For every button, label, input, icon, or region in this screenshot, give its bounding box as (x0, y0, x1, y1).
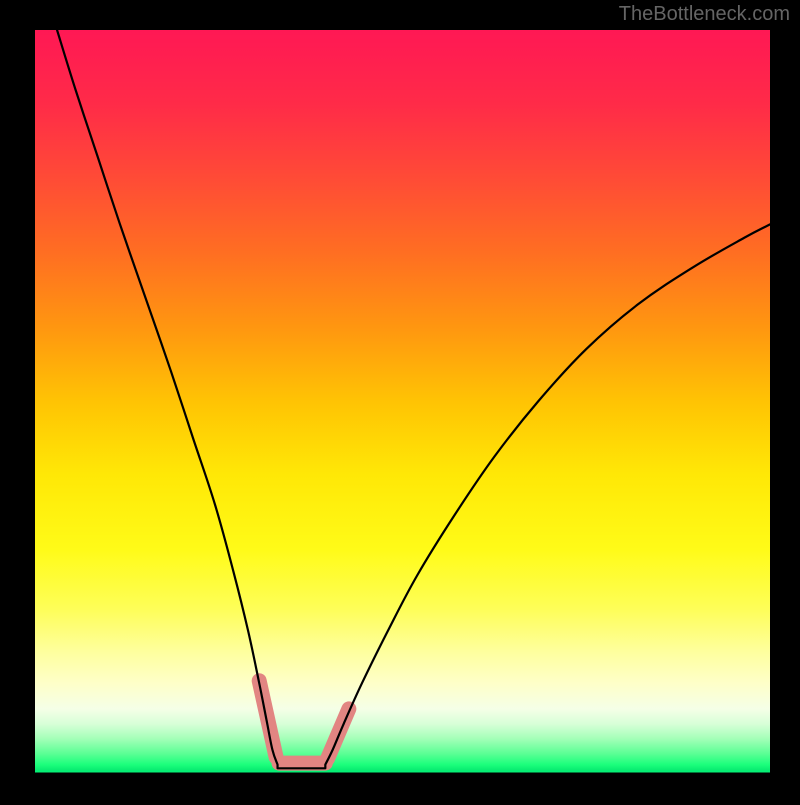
chart-background (35, 30, 770, 772)
watermark-text: TheBottleneck.com (619, 3, 790, 26)
bottleneck-chart (0, 0, 800, 800)
